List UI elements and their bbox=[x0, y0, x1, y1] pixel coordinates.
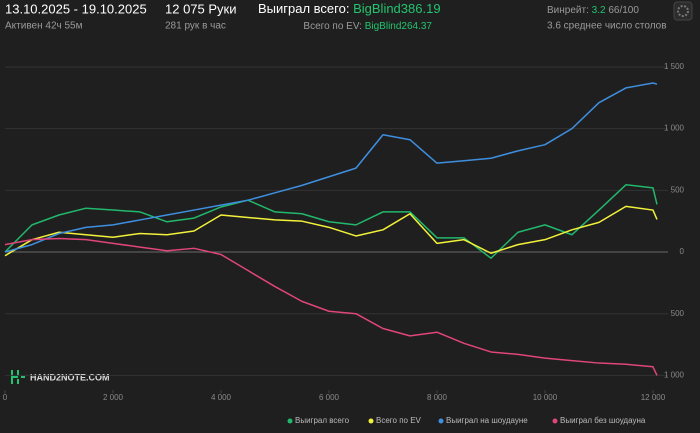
legend-item[interactable]: Всего по EV bbox=[368, 416, 422, 425]
x-tick-label: 8 000 bbox=[427, 393, 448, 402]
legend-label[interactable]: Выиграл без шоудауна bbox=[560, 416, 646, 425]
legend-marker[interactable] bbox=[438, 418, 444, 424]
series-line bbox=[4, 237, 658, 376]
won-label: Выиграл всего: bbox=[258, 1, 349, 16]
lines bbox=[4, 82, 658, 376]
legend-item[interactable]: Выиграл на шоудауне bbox=[438, 416, 529, 425]
y-tick-label: 500 bbox=[671, 185, 685, 194]
date-range: 13.10.2025 - 19.10.2025 bbox=[5, 1, 147, 16]
winrate-label: Винрейт: bbox=[547, 5, 589, 16]
settings-frame[interactable] bbox=[673, 1, 693, 21]
logo-text: HAND2NOTE.COM bbox=[30, 372, 110, 382]
legend-marker[interactable] bbox=[368, 418, 374, 424]
logo: HAND2NOTE.COM bbox=[11, 370, 110, 384]
legend-item[interactable]: Выиграл всего bbox=[287, 416, 350, 425]
grid: 1 000 500 0 500 1 000 1 500 0 2 000 4 000 6 000 8 … bbox=[3, 62, 685, 402]
x-tick-label: 0 bbox=[3, 393, 8, 402]
winrate-value: 3.2 bbox=[592, 5, 606, 16]
legend-label[interactable]: Всего по EV bbox=[376, 416, 422, 425]
x-tick-label: 2 000 bbox=[103, 393, 124, 402]
x-tick-label: 10 000 bbox=[533, 393, 558, 402]
series-line bbox=[4, 205, 658, 257]
legend-marker[interactable] bbox=[552, 418, 558, 424]
series-line bbox=[4, 82, 658, 253]
avg-tables: 3.6 среднее число столов bbox=[547, 21, 667, 32]
y-tick-label: 500 bbox=[671, 309, 685, 318]
y-tick-label: 1 000 bbox=[664, 371, 685, 380]
settings-button[interactable] bbox=[673, 1, 693, 21]
legend-label[interactable]: Выиграл на шоудауне bbox=[446, 416, 528, 425]
x-tick-label: 6 000 bbox=[319, 393, 340, 402]
x-tick-label: 12 000 bbox=[641, 393, 666, 402]
ev-value: BigBlind264.37 bbox=[365, 21, 433, 32]
gear-icon[interactable] bbox=[677, 5, 689, 17]
logo-icon bbox=[11, 370, 25, 384]
ev-total: Всего по EV: BigBlind264.37 bbox=[303, 21, 432, 32]
legend-marker[interactable] bbox=[287, 418, 293, 424]
won-value: BigBlind386.19 bbox=[353, 1, 440, 16]
y-tick-label: 0 bbox=[680, 247, 685, 256]
legend-label[interactable]: Выиграл всего bbox=[295, 416, 350, 425]
hands: 12 075 Руки bbox=[165, 1, 237, 16]
x-tick-label: 4 000 bbox=[211, 393, 232, 402]
y-tick-label: 1 500 bbox=[664, 62, 685, 71]
hands-per-hour: 281 рук в час bbox=[165, 21, 226, 32]
won-total: Выиграл всего: BigBlind386.19 bbox=[258, 1, 441, 16]
winrate-unit: 66/100 bbox=[608, 5, 639, 16]
legend: Выиграл всего Всего по EV Выиграл на шоуда… bbox=[287, 416, 646, 425]
y-tick-label: 1 000 bbox=[664, 124, 685, 133]
active-time: Активен 42ч 55м bbox=[5, 21, 83, 32]
series-line bbox=[4, 184, 658, 259]
winrate: Винрейт: 3.2 66/100 bbox=[547, 5, 639, 16]
ev-label: Всего по EV: bbox=[303, 21, 362, 32]
legend-item[interactable]: Выиграл без шоудауна bbox=[552, 416, 646, 425]
